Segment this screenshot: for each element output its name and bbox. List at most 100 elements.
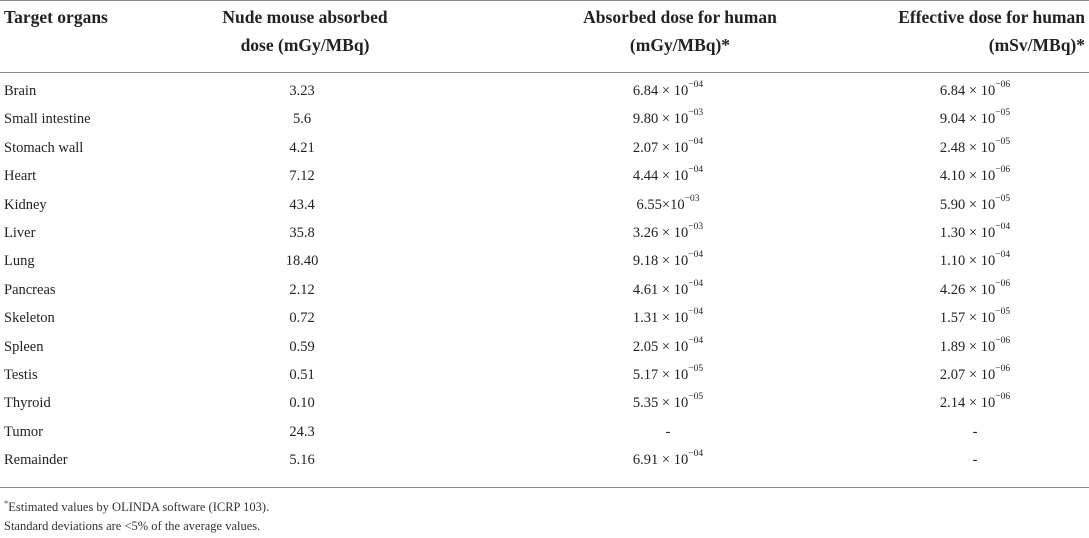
- cell-mouse-dose: 5.16: [289, 452, 315, 469]
- value-exponent: −05: [688, 392, 704, 403]
- table-body: Brain 3.23 6.84 × 10−04 6.84 × 10−06 Small i…: [0, 77, 1089, 474]
- cell-mouse-dose: 0.10: [289, 395, 315, 412]
- table-row: Small intestine 5.6 9.80 × 10−03 9.04 × 10−…: [0, 105, 1089, 133]
- value-mantissa: 1.89 × 10: [939, 338, 996, 355]
- cell-mouse-dose: 35.8: [289, 224, 315, 241]
- value-mantissa: 4.44 × 10: [632, 168, 689, 185]
- cell-human-absorbed-dose: 6.84 × 10−04: [558, 80, 778, 100]
- cell-human-absorbed-dose: 5.35 × 10−05: [558, 392, 778, 412]
- cell-human-effective-dose: 1.57 × 10−05: [860, 307, 1089, 327]
- cell-target-organ: Tumor: [4, 423, 43, 440]
- cell-target-organ: Brain: [4, 83, 37, 99]
- cell-mouse-dose: 0.72: [289, 310, 315, 327]
- value-mantissa: 5.17 × 10: [632, 366, 689, 383]
- value-exponent: −03: [688, 108, 704, 119]
- cell-human-absorbed-dose: 2.05 × 10−04: [558, 336, 778, 356]
- cell-mouse-dose: 0.59: [289, 338, 315, 355]
- header-line: Effective dose for human: [898, 7, 1085, 27]
- header-rule: [0, 72, 1089, 73]
- value-exponent: −06: [995, 363, 1011, 374]
- cell-target-organ: Stomach wall: [4, 139, 84, 156]
- cell-mouse-dose: 4.21: [289, 139, 315, 156]
- value-exponent: −04: [995, 221, 1011, 232]
- cell-human-effective-dose: -: [860, 424, 1089, 441]
- cell-human-effective-dose: 2.07 × 10−06: [860, 363, 1089, 384]
- table-row: Remainder 5.16 6.91 × 10−04 -: [0, 446, 1089, 474]
- cell-human-effective-dose: 9.04 × 10−05: [860, 108, 1089, 128]
- value-exponent: −04: [688, 165, 704, 176]
- cell-mouse-dose: 2.12: [289, 281, 315, 298]
- footnote-mark: *: [4, 498, 9, 508]
- cell-human-absorbed-dose: 2.07 × 10−04: [558, 136, 778, 157]
- cell-human-absorbed-dose: 3.26 × 10−03: [558, 221, 778, 242]
- cell-mouse-dose: 5.6: [292, 111, 312, 128]
- value-exponent: −04: [688, 449, 704, 460]
- header-mouse-dose: Nude mouse absorbed dose (mGy/MBq): [200, 0, 410, 72]
- cell-mouse-dose: 24.3: [289, 423, 315, 440]
- table-row: Stomach wall 4.21 2.07 × 10−04 2.48 × 10−05: [0, 134, 1089, 162]
- table-row: Liver 35.8 3.26 × 10−03 1.30 × 10−04: [0, 219, 1089, 247]
- value-mantissa: 9.04 × 10: [939, 111, 996, 128]
- cell-target-organ: Liver: [4, 224, 36, 241]
- value-mantissa: -: [972, 423, 978, 440]
- value-exponent: −04: [688, 136, 704, 147]
- value-exponent: −05: [995, 307, 1011, 318]
- value-mantissa: 9.18 × 10: [632, 253, 689, 270]
- value-exponent: −04: [688, 278, 704, 289]
- value-mantissa: -: [972, 452, 978, 469]
- value-mantissa: 1.10 × 10: [939, 253, 996, 270]
- cell-mouse-dose: 7.12: [289, 168, 315, 185]
- cell-mouse-dose: 43.4: [289, 196, 315, 213]
- cell-target-organ: Spleen: [4, 338, 44, 355]
- cell-mouse-dose: 0.51: [289, 366, 315, 383]
- value-mantissa: 5.90 × 10: [939, 196, 996, 213]
- header-line: Target organs: [4, 7, 108, 27]
- value-mantissa: 6.84 × 10: [632, 83, 689, 99]
- value-exponent: −03: [688, 221, 704, 232]
- table-row: Heart 7.12 4.44 × 10−04 4.10 × 10−06: [0, 162, 1089, 190]
- value-mantissa: 2.07 × 10: [939, 366, 996, 383]
- value-mantissa: 4.26 × 10: [939, 281, 996, 298]
- cell-human-effective-dose: 1.89 × 10−06: [860, 336, 1089, 356]
- value-exponent: −04: [995, 250, 1011, 261]
- value-exponent: −06: [995, 278, 1011, 289]
- cell-human-effective-dose: 5.90 × 10−05: [860, 194, 1089, 214]
- header-line: Absorbed dose for human: [583, 7, 777, 27]
- header-line: (mGy/MBq)*: [629, 35, 731, 55]
- table-row: Tumor 24.3 - -: [0, 418, 1089, 446]
- cell-target-organ: Remainder: [4, 452, 68, 469]
- cell-human-absorbed-dose: 1.31 × 10−04: [558, 307, 778, 327]
- footnote-std-dev: Standard deviations are <5% of the avera…: [4, 519, 261, 533]
- footnote-estimated: *Estimated values by OLINDA software (IC…: [4, 498, 269, 515]
- cell-human-absorbed-dose: 4.44 × 10−04: [558, 165, 778, 185]
- value-exponent: −05: [995, 108, 1011, 119]
- value-mantissa: 6.84 × 10: [939, 83, 996, 99]
- table-row: Testis 0.51 5.17 × 10−05 2.07 × 10−06: [0, 361, 1089, 389]
- value-exponent: −04: [688, 80, 704, 90]
- value-mantissa: -: [665, 423, 671, 440]
- table-top-rule: [0, 0, 1089, 1]
- header-line: dose (mGy/MBq): [240, 35, 370, 55]
- cell-target-organ: Heart: [4, 168, 37, 185]
- table-row: Thyroid 0.10 5.35 × 10−05 2.14 × 10−06: [0, 389, 1089, 417]
- value-exponent: −05: [995, 136, 1011, 147]
- cell-target-organ: Kidney: [4, 196, 47, 213]
- cell-target-organ: Skeleton: [4, 310, 55, 327]
- header-human-effective-dose: Effective dose for human (mSv/MBq)*: [870, 0, 1085, 72]
- cell-human-effective-dose: 1.30 × 10−04: [860, 221, 1089, 242]
- value-mantissa: 3.26 × 10: [632, 224, 689, 241]
- table-bottom-rule: [0, 487, 1089, 488]
- table-row: Skeleton 0.72 1.31 × 10−04 1.57 × 10−05: [0, 304, 1089, 332]
- value-mantissa: 2.14 × 10: [939, 395, 996, 412]
- cell-target-organ: Small intestine: [4, 111, 91, 128]
- table-row: Kidney 43.4 6.55×10−03 5.90 × 10−05: [0, 191, 1089, 219]
- value-exponent: −06: [995, 165, 1011, 176]
- value-mantissa: 1.57 × 10: [939, 310, 996, 327]
- value-exponent: −04: [688, 307, 704, 318]
- header-target-organs: Target organs: [4, 0, 204, 72]
- cell-target-organ: Testis: [4, 366, 38, 383]
- cell-human-absorbed-dose: 6.55×10−03: [558, 194, 778, 214]
- cell-human-absorbed-dose: 5.17 × 10−05: [558, 364, 778, 384]
- cell-human-absorbed-dose: 6.91 × 10−04: [558, 449, 778, 469]
